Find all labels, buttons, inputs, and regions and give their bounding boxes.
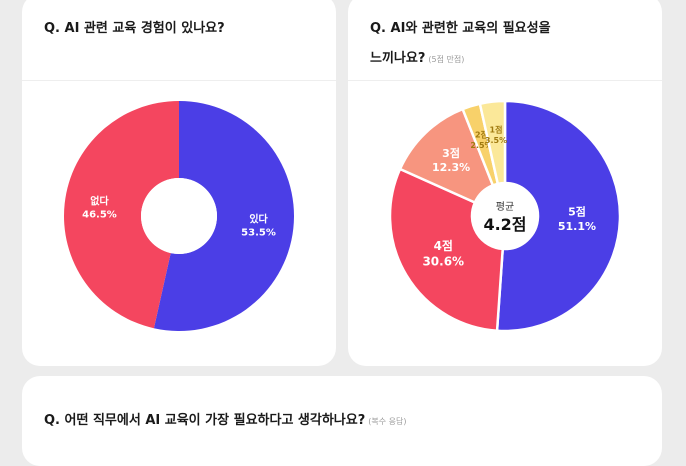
slice-value-0: 53.5% (241, 227, 276, 238)
necessity-question: Q. AI와 관련한 교육의 필요성을 느끼나요? (5점 만점) (370, 14, 644, 75)
slice-label-1: 4점 (434, 238, 453, 253)
slice-label-2: 3점 (442, 146, 460, 160)
card-divider (22, 80, 336, 81)
slice-label-0: 있다 (249, 212, 268, 225)
experience-question: Q. AI 관련 교육 경험이 있나요? (44, 21, 225, 36)
slice-1 (64, 101, 179, 329)
slice-label-1: 없다 (90, 195, 109, 208)
slice-value-2: 12.3% (432, 161, 470, 174)
slice-label-0: 5점 (568, 205, 586, 219)
necessity-question-line1: Q. AI와 관련한 교육의 필요성을 (370, 21, 551, 36)
slice-value-1: 30.6% (422, 255, 464, 269)
slice-value-3: 2.5% (470, 141, 492, 150)
job-note: (복수 응답) (368, 417, 407, 426)
job-question-text: Q. 어떤 직무에서 AI 교육이 가장 필요하다고 생각하나요? (44, 413, 366, 428)
necessity-card: Q. AI와 관련한 교육의 필요성을 느끼나요? (5점 만점) 5점 51.1%… (348, 0, 662, 366)
slice-label-3: 2점 (475, 130, 488, 140)
slice-value-1: 46.5% (82, 210, 117, 221)
donut-hole (472, 183, 538, 249)
necessity-question-line2: 느끼나요? (5점 만점) (370, 44, 644, 75)
experience-donut-chart: 있다 53.5% 없다 46.5% (64, 101, 295, 332)
experience-card: Q. AI 관련 교육 경험이 있나요? 있다 53.5% 없다 46.5% (22, 0, 336, 366)
necessity-note: (5점 만점) (428, 55, 465, 64)
necessity-question-tail: 느끼나요? (370, 51, 426, 66)
donut-hole (141, 178, 217, 254)
center-label: 평균 (496, 201, 514, 213)
card-divider (348, 80, 662, 81)
slice-value-4: 3.5% (485, 136, 507, 145)
job-card: Q. 어떤 직무에서 AI 교육이 가장 필요하다고 생각하나요? (복수 응답) (22, 376, 662, 466)
job-question: Q. 어떤 직무에서 AI 교육이 가장 필요하다고 생각하나요? (복수 응답) (44, 406, 644, 437)
slice-value-0: 51.1% (558, 220, 596, 233)
slice-label-4: 1점 (490, 124, 503, 134)
slice-0 (153, 101, 295, 332)
center-value: 4.2점 (483, 215, 526, 234)
